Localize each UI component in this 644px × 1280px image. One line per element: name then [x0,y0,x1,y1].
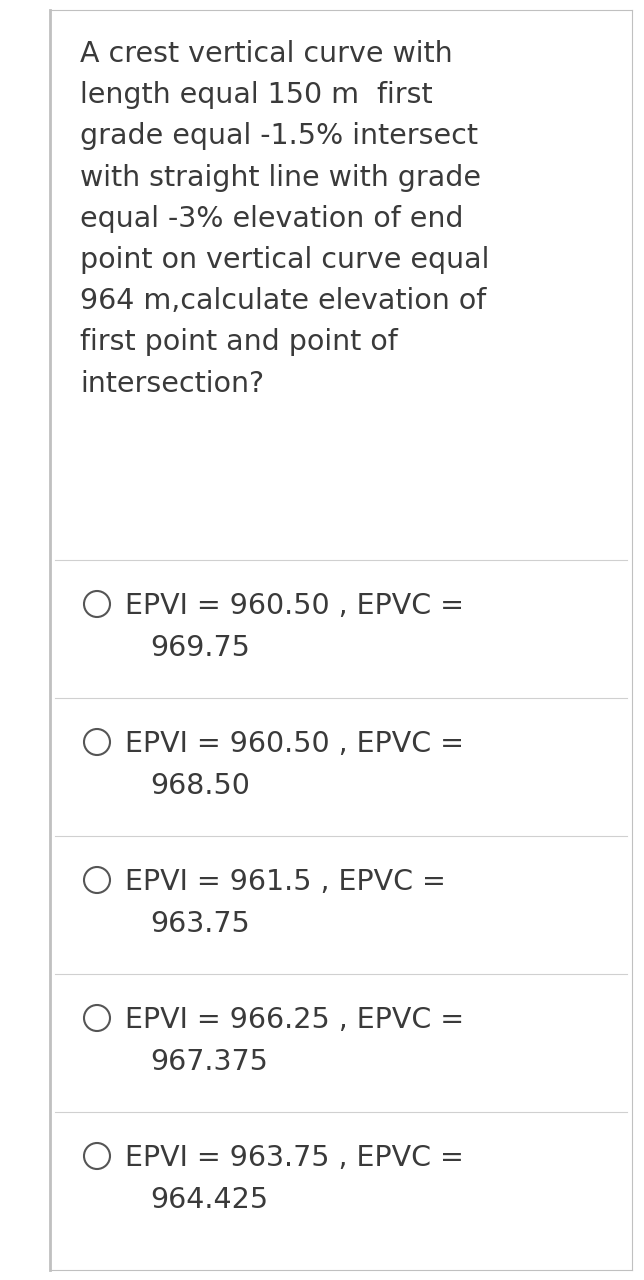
Text: EPVI = 960.50 , EPVC =: EPVI = 960.50 , EPVC = [125,730,464,758]
Text: EPVI = 963.75 , EPVC =: EPVI = 963.75 , EPVC = [125,1144,464,1172]
Text: EPVI = 960.50 , EPVC =: EPVI = 960.50 , EPVC = [125,591,464,620]
Text: 963.75: 963.75 [150,910,250,938]
Text: 968.50: 968.50 [150,772,250,800]
Text: EPVI = 966.25 , EPVC =: EPVI = 966.25 , EPVC = [125,1006,464,1034]
Text: 964.425: 964.425 [150,1187,268,1213]
Text: 969.75: 969.75 [150,634,250,662]
Text: 967.375: 967.375 [150,1048,268,1076]
Text: A crest vertical curve with
length equal 150 m  first
grade equal -1.5% intersec: A crest vertical curve with length equal… [80,40,489,398]
Text: EPVI = 961.5 , EPVC =: EPVI = 961.5 , EPVC = [125,868,446,896]
